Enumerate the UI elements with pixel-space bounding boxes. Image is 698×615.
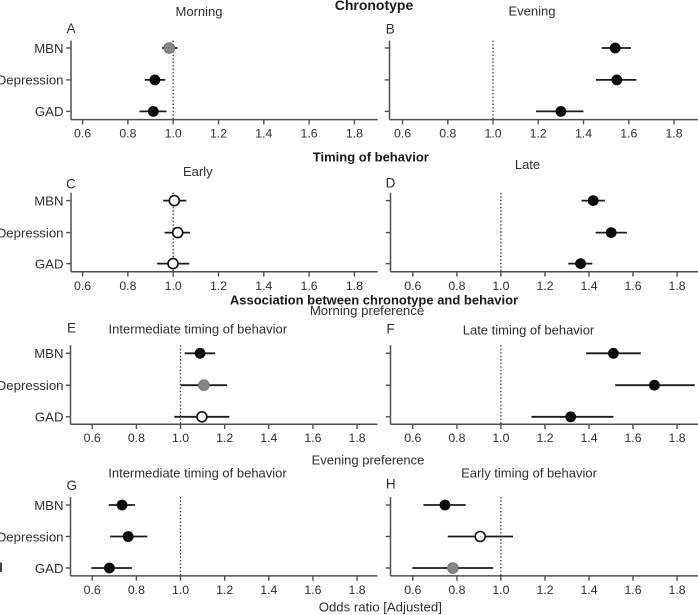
svg-text:1.4: 1.4 [260,431,277,445]
svg-text:Evening preference: Evening preference [312,453,425,468]
svg-text:1.0: 1.0 [492,279,509,293]
svg-text:0.8: 0.8 [128,583,145,597]
svg-text:MBN: MBN [34,41,63,56]
svg-text:0.8: 0.8 [119,127,136,141]
svg-text:1.6: 1.6 [304,583,321,597]
svg-text:1.0: 1.0 [165,279,182,293]
svg-text:H: H [386,477,396,492]
svg-text:0.6: 0.6 [404,431,421,445]
svg-text:Late timing of behavior: Late timing of behavior [463,323,595,338]
svg-text:0.6: 0.6 [394,127,411,141]
svg-text:1.4: 1.4 [580,431,597,445]
svg-text:A: A [66,21,75,36]
svg-text:1.4: 1.4 [260,583,277,597]
svg-text:1.6: 1.6 [620,127,637,141]
svg-text:1.2: 1.2 [210,279,227,293]
svg-text:MBN: MBN [34,193,63,208]
svg-text:G: G [67,478,78,493]
svg-text:1.4: 1.4 [255,279,272,293]
svg-text:GAD: GAD [35,104,64,119]
svg-text:1.0: 1.0 [492,431,509,445]
svg-text:1.4: 1.4 [575,127,592,141]
svg-text:0.6: 0.6 [404,583,421,597]
svg-text:Evening: Evening [509,4,556,19]
svg-text:Late: Late [515,157,540,172]
svg-text:B: B [386,22,395,37]
svg-text:1.8: 1.8 [349,583,366,597]
svg-text:Timing of behavior: Timing of behavior [313,150,429,165]
svg-text:Depression: Depression [0,529,64,544]
svg-text:Odds ratio [Adjusted]: Odds ratio [Adjusted] [319,600,442,615]
svg-text:1.6: 1.6 [301,279,318,293]
svg-text:1.2: 1.2 [210,127,227,141]
svg-text:1.2: 1.2 [536,279,553,293]
svg-text:0.8: 0.8 [448,431,465,445]
svg-text:Morning: Morning [176,4,223,19]
svg-text:1.0: 1.0 [165,127,182,141]
svg-text:1.0: 1.0 [484,127,501,141]
svg-text:E: E [67,321,76,336]
svg-text:0.8: 0.8 [128,431,145,445]
svg-text:1.6: 1.6 [624,583,641,597]
svg-text:0.8: 0.8 [448,583,465,597]
svg-text:0.6: 0.6 [84,431,101,445]
svg-text:Morning preference: Morning preference [310,303,424,318]
svg-text:0.8: 0.8 [119,279,136,293]
svg-text:1.8: 1.8 [346,279,363,293]
svg-text:1.6: 1.6 [301,127,318,141]
svg-text:MBN: MBN [34,346,63,361]
svg-text:1.8: 1.8 [669,431,686,445]
svg-text:0.8: 0.8 [439,127,456,141]
svg-text:1.8: 1.8 [346,127,363,141]
svg-text:Intermediate timing of behavio: Intermediate timing of behavior [108,466,287,481]
svg-text:Depression: Depression [0,73,64,88]
svg-text:Depression: Depression [0,225,64,240]
svg-text:1.6: 1.6 [304,431,321,445]
svg-text:1.2: 1.2 [530,127,547,141]
svg-text:1.4: 1.4 [255,127,272,141]
svg-text:0.8: 0.8 [448,279,465,293]
svg-text:1.8: 1.8 [349,431,366,445]
svg-text:1.2: 1.2 [216,431,233,445]
svg-text:0.6: 0.6 [84,583,101,597]
svg-text:1.8: 1.8 [665,127,682,141]
svg-text:GAD: GAD [35,256,64,271]
svg-text:0.6: 0.6 [74,279,91,293]
svg-text:GAD: GAD [35,410,64,425]
svg-text:0.6: 0.6 [74,127,91,141]
svg-text:Intermediate timing of behavio: Intermediate timing of behavior [109,322,288,337]
svg-text:Depression: Depression [0,378,64,393]
svg-text:Chronotype: Chronotype [335,0,414,13]
svg-text:1.0: 1.0 [172,583,189,597]
svg-text:Early timing of behavior: Early timing of behavior [461,466,598,481]
svg-text:1.2: 1.2 [216,583,233,597]
svg-text:1.6: 1.6 [624,431,641,445]
svg-text:1.2: 1.2 [536,583,553,597]
svg-text:1.8: 1.8 [669,583,686,597]
svg-text:1.4: 1.4 [580,279,597,293]
svg-text:MBN: MBN [34,498,63,513]
svg-text:GAD: GAD [35,561,64,576]
svg-text:1.4: 1.4 [580,583,597,597]
svg-text:1.8: 1.8 [669,279,686,293]
svg-text:Early: Early [183,164,213,179]
svg-text:0.6: 0.6 [404,279,421,293]
svg-text:D: D [386,176,396,191]
svg-text:C: C [66,177,76,192]
svg-text:1.0: 1.0 [172,431,189,445]
svg-text:1.0: 1.0 [492,583,509,597]
svg-text:Association between chronotype: Association between chronotype and behav… [230,293,518,308]
svg-text:F: F [386,322,394,337]
svg-text:1.2: 1.2 [536,431,553,445]
svg-text:1.6: 1.6 [624,279,641,293]
